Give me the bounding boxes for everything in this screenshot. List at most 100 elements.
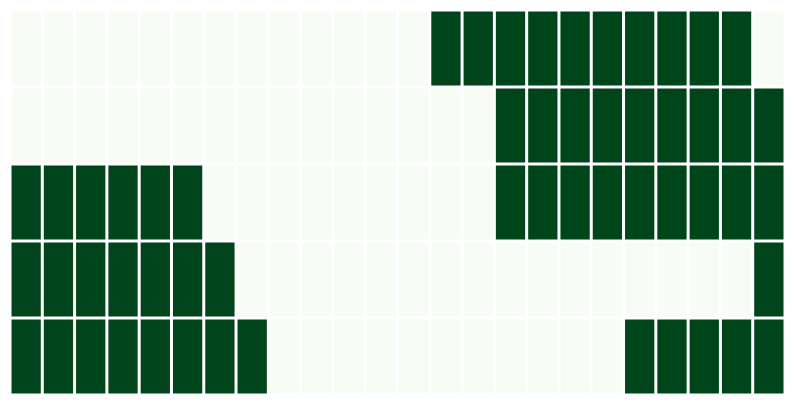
- heatmap-cell-r0-c2: [76, 11, 106, 86]
- heatmap-cell-r2-c4: [140, 165, 170, 240]
- heatmap-cell-r1-c11: [366, 88, 396, 163]
- heatmap-cell-r3-c10: [334, 242, 364, 317]
- heatmap-cell-r4-c11: [366, 319, 396, 394]
- heatmap-cell-r2-c16: [528, 165, 558, 240]
- heatmap-cell-r1-c17: [560, 88, 590, 163]
- heatmap-cell-r1-c20: [657, 88, 687, 163]
- heatmap-cell-r1-c13: [431, 88, 461, 163]
- heatmap-cell-r2-c9: [302, 165, 332, 240]
- heatmap-cell-r3-c13: [431, 242, 461, 317]
- heatmap-cell-r1-c2: [76, 88, 106, 163]
- heatmap-cell-r2-c6: [205, 165, 235, 240]
- heatmap-cell-r4-c12: [399, 319, 429, 394]
- heatmap-cell-r3-c17: [560, 242, 590, 317]
- heatmap-cell-r1-c6: [205, 88, 235, 163]
- heatmap-cell-r1-c1: [43, 88, 74, 163]
- heatmap-cell-r4-c10: [334, 319, 364, 394]
- heatmap-cell-r2-c22: [721, 165, 752, 240]
- heatmap-cell-r1-c0: [11, 88, 41, 163]
- heatmap-cell-r0-c17: [560, 11, 590, 86]
- heatmap-cell-r4-c16: [528, 319, 558, 394]
- heatmap-cell-r1-c9: [302, 88, 332, 163]
- heatmap-cell-r0-c0: [11, 11, 41, 86]
- heatmap-cell-r2-c20: [657, 165, 687, 240]
- heatmap-cell-r4-c18: [592, 319, 623, 394]
- heatmap-cell-r0-c18: [592, 11, 623, 86]
- heatmap-cell-r2-c11: [366, 165, 396, 240]
- heatmap-cell-r1-c15: [495, 88, 526, 163]
- heatmap-cell-r4-c19: [625, 319, 655, 394]
- heatmap-cell-r3-c2: [76, 242, 106, 317]
- heatmap-cell-r3-c8: [269, 242, 300, 317]
- heatmap-cell-r1-c23: [754, 88, 784, 163]
- heatmap-cell-r4-c2: [76, 319, 106, 394]
- heatmap-cell-r3-c0: [11, 242, 41, 317]
- heatmap-cell-r0-c22: [721, 11, 752, 86]
- heatmap-cell-r1-c12: [399, 88, 429, 163]
- heatmap-cell-r0-c9: [302, 11, 332, 86]
- heatmap-cell-r1-c18: [592, 88, 623, 163]
- heatmap-cell-r4-c6: [205, 319, 235, 394]
- heatmap-cell-r1-c16: [528, 88, 558, 163]
- heatmap-cell-r2-c10: [334, 165, 364, 240]
- heatmap-cell-r3-c4: [140, 242, 170, 317]
- heatmap-cell-r1-c3: [108, 88, 138, 163]
- heatmap-cell-r0-c1: [43, 11, 74, 86]
- heatmap-cell-r4-c4: [140, 319, 170, 394]
- heatmap-cell-r4-c1: [43, 319, 74, 394]
- heatmap-cell-r4-c23: [754, 319, 784, 394]
- heatmap-cell-r3-c22: [721, 242, 752, 317]
- heatmap-cell-r3-c16: [528, 242, 558, 317]
- heatmap-cell-r4-c20: [657, 319, 687, 394]
- heatmap-cell-r0-c6: [205, 11, 235, 86]
- heatmap-cell-r2-c2: [76, 165, 106, 240]
- heatmap-cell-r0-c3: [108, 11, 138, 86]
- heatmap-cell-r2-c1: [43, 165, 74, 240]
- heatmap-cell-r0-c11: [366, 11, 396, 86]
- heatmap-cell-r3-c20: [657, 242, 687, 317]
- heatmap-cell-r0-c21: [689, 11, 719, 86]
- heatmap-cell-r2-c15: [495, 165, 526, 240]
- heatmap-cell-r4-c14: [463, 319, 493, 394]
- heatmap-cell-r2-c12: [399, 165, 429, 240]
- heatmap-cell-r0-c15: [495, 11, 526, 86]
- heatmap-cell-r0-c8: [269, 11, 300, 86]
- heatmap-cell-r4-c17: [560, 319, 590, 394]
- heatmap-cell-r4-c7: [237, 319, 267, 394]
- heatmap-cell-r4-c22: [721, 319, 752, 394]
- heatmap-cell-r1-c5: [172, 88, 203, 163]
- heatmap-cell-r4-c15: [495, 319, 526, 394]
- heatmap-cell-r4-c13: [431, 319, 461, 394]
- heatmap-cell-r2-c7: [237, 165, 267, 240]
- heatmap-cell-r3-c9: [302, 242, 332, 317]
- heatmap-cell-r2-c0: [11, 165, 41, 240]
- heatmap-cell-r0-c20: [657, 11, 687, 86]
- heatmap-cell-r3-c21: [689, 242, 719, 317]
- heatmap-cell-r4-c21: [689, 319, 719, 394]
- heatmap-cell-r3-c15: [495, 242, 526, 317]
- heatmap-cells: [11, 11, 784, 394]
- heatmap-cell-r1-c21: [689, 88, 719, 163]
- heatmap-cell-r3-c6: [205, 242, 235, 317]
- heatmap-cell-r0-c16: [528, 11, 558, 86]
- heatmap-cell-r0-c7: [237, 11, 267, 86]
- heatmap-cell-r1-c22: [721, 88, 752, 163]
- heatmap-cell-r3-c7: [237, 242, 267, 317]
- heatmap-cell-r3-c19: [625, 242, 655, 317]
- heatmap-cell-r0-c10: [334, 11, 364, 86]
- heatmap-cell-r1-c19: [625, 88, 655, 163]
- heatmap-cell-r0-c5: [172, 11, 203, 86]
- heatmap-cell-r2-c8: [269, 165, 300, 240]
- heatmap-cell-r2-c19: [625, 165, 655, 240]
- heatmap-cell-r1-c8: [269, 88, 300, 163]
- heatmap-cell-r0-c23: [754, 11, 784, 86]
- heatmap-cell-r3-c12: [399, 242, 429, 317]
- heatmap-cell-r0-c13: [431, 11, 461, 86]
- heatmap-cell-r2-c5: [172, 165, 203, 240]
- heatmap-cell-r4-c9: [302, 319, 332, 394]
- heatmap-cell-r2-c14: [463, 165, 493, 240]
- heatmap-cell-r3-c23: [754, 242, 784, 317]
- heatmap-cell-r4-c8: [269, 319, 300, 394]
- heatmap-cell-r3-c3: [108, 242, 138, 317]
